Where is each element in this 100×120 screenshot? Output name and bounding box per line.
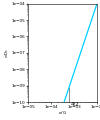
X-axis label: $\sigma$/G: $\sigma$/G bbox=[58, 109, 67, 117]
Text: 4.2: 4.2 bbox=[70, 102, 79, 107]
Y-axis label: $\dot{\varepsilon}$/D$_s$: $\dot{\varepsilon}$/D$_s$ bbox=[3, 48, 11, 58]
